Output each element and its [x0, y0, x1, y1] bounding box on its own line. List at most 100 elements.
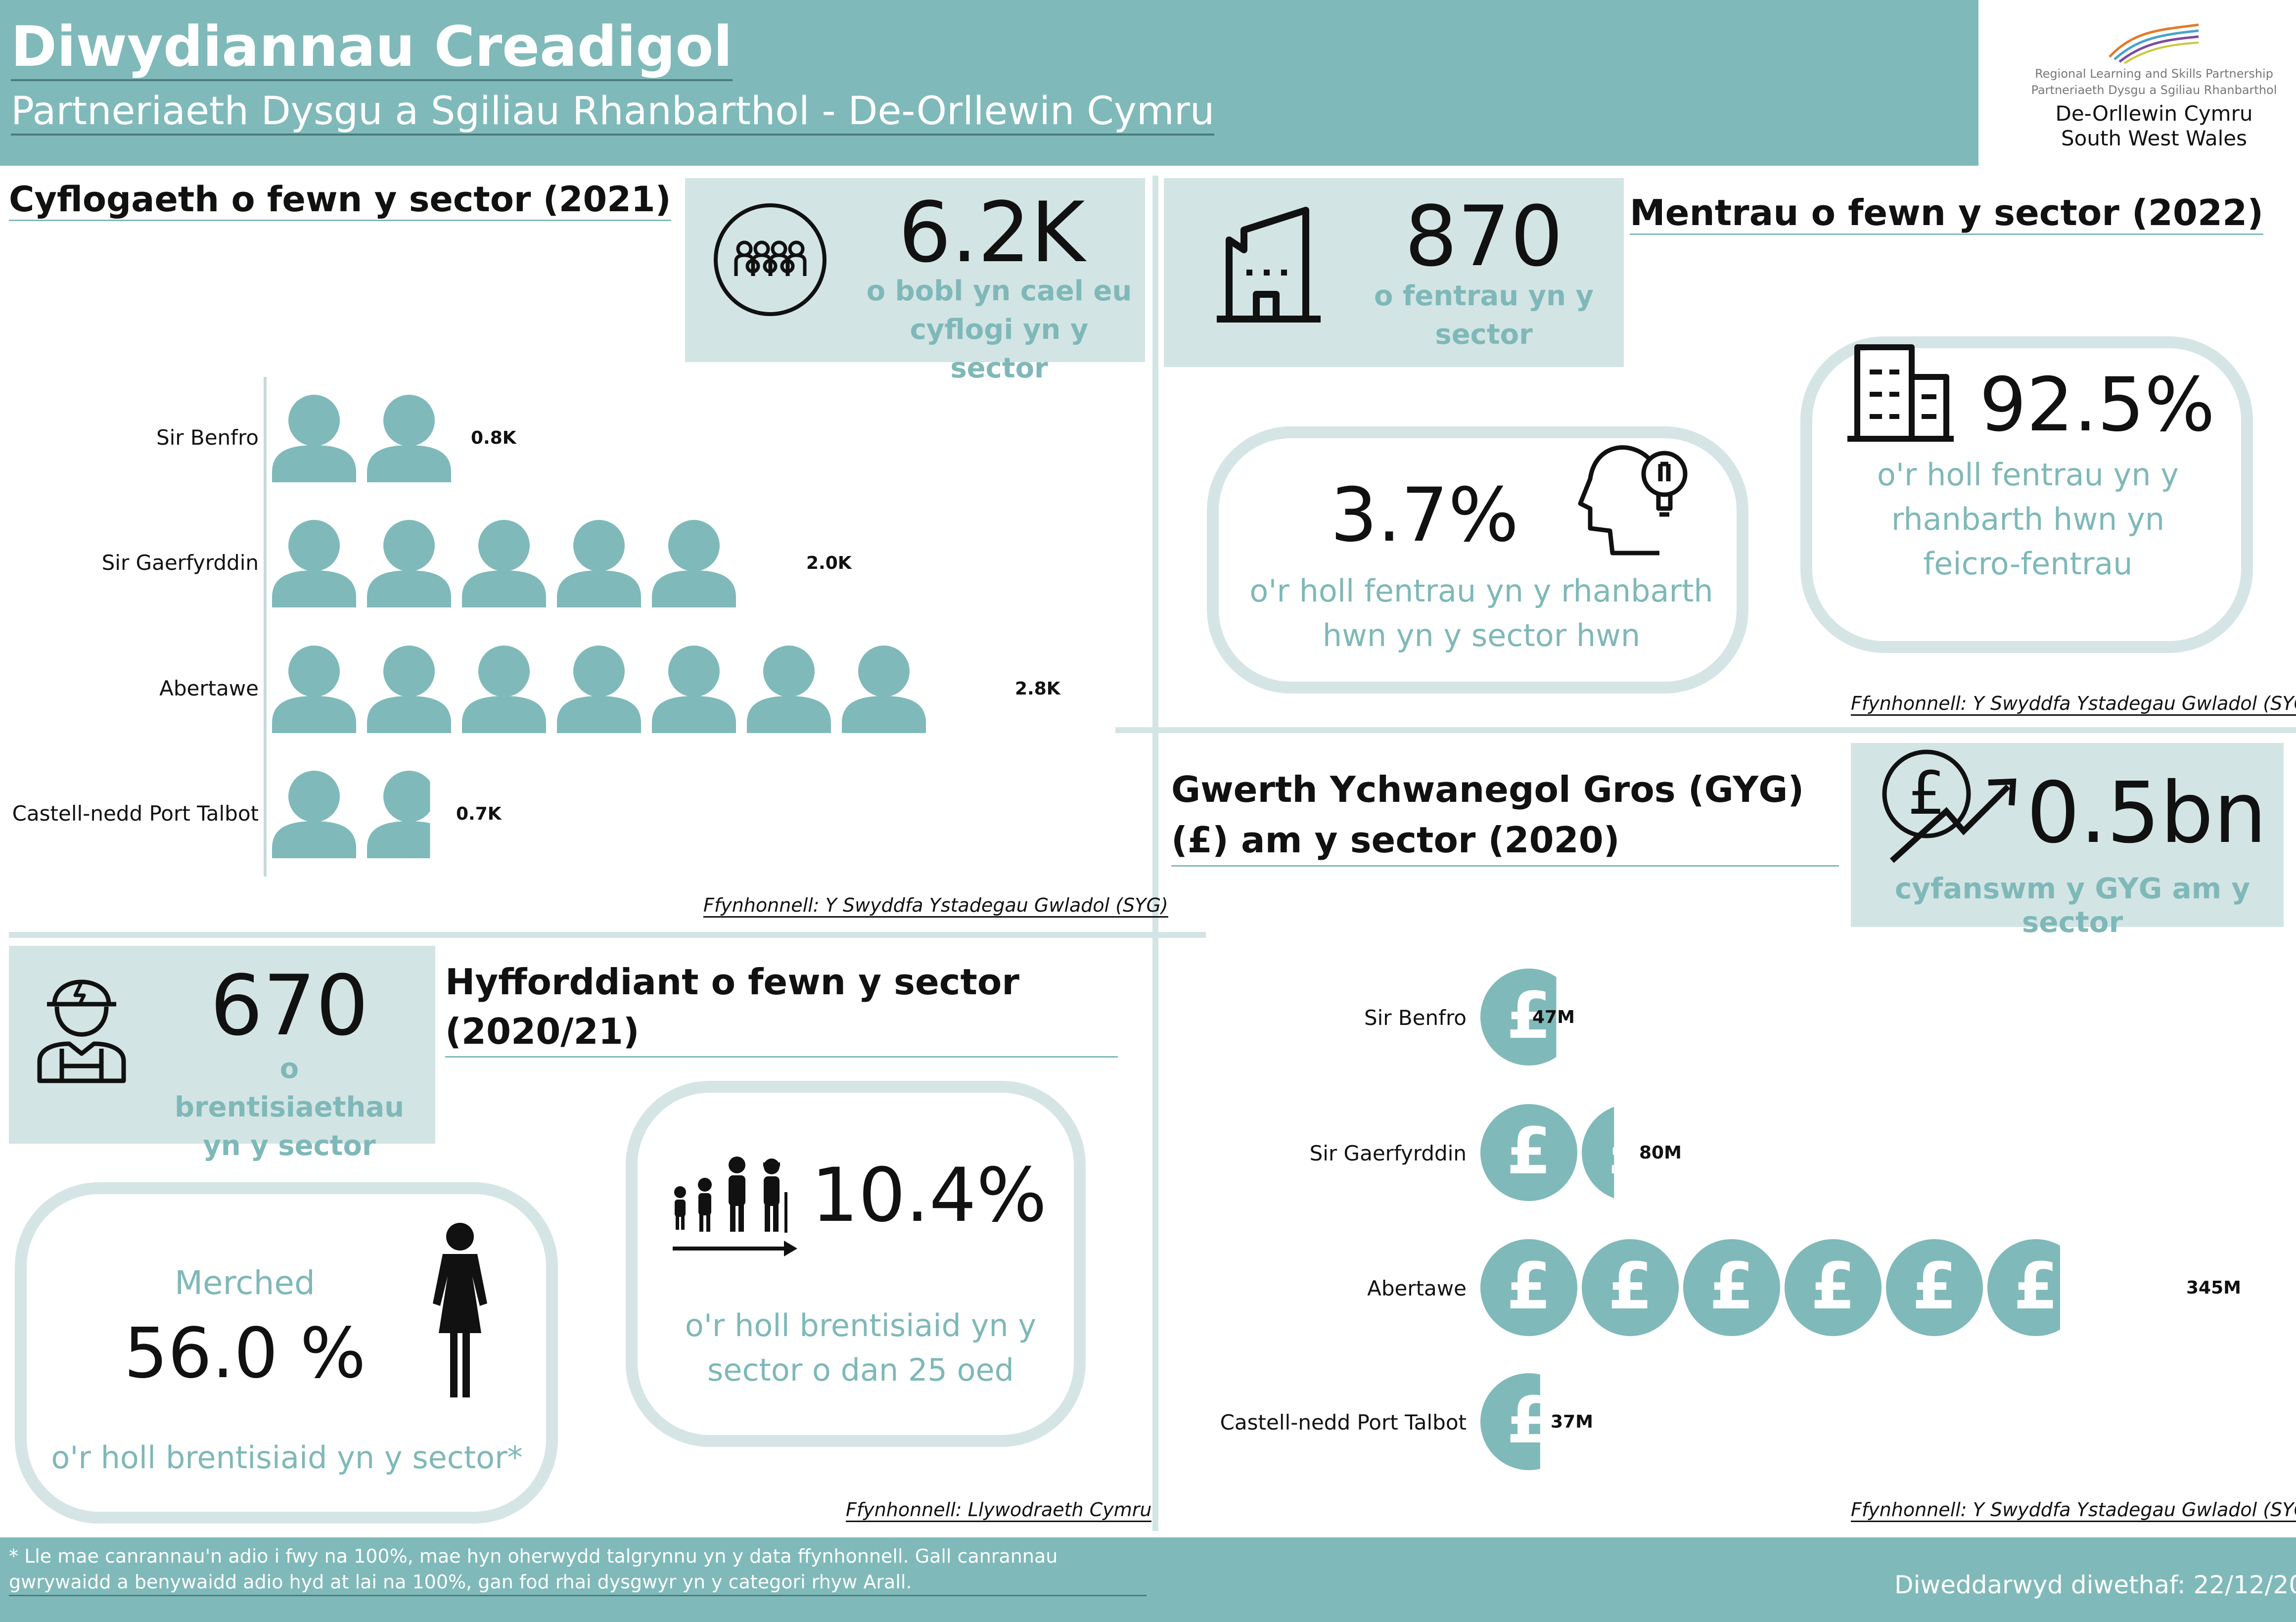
- person-icon: [272, 769, 356, 860]
- enterprises-kpi-card: [1164, 178, 1624, 367]
- logo-line4: South West Wales: [2061, 126, 2247, 150]
- enterprises-source: Ffynhonnell: Y Swyddfa Ystadegau Gwladol…: [1851, 693, 2296, 716]
- pound-coin-icon: £: [1886, 1239, 1983, 1338]
- svg-text:£: £: [1507, 1383, 1551, 1458]
- person-icon: [652, 644, 736, 735]
- age-progression-icon: [673, 1157, 797, 1256]
- training-kpi-value: 670: [210, 957, 369, 1054]
- gva-source: Ffynhonnell: Y Swyddfa Ystadegau Gwladol…: [1851, 1499, 2296, 1522]
- pound-coin-icon: £: [1480, 969, 1577, 1067]
- chart-value-label: 80M: [1639, 1143, 1682, 1163]
- enterprises-title: Mentrau o fewn y sector (2022): [1630, 192, 2264, 235]
- person-icon: [367, 644, 451, 735]
- employment-chart-axis: [264, 377, 267, 877]
- training-title: Hyfforddiant o fewn y sector (2020/21): [445, 957, 1118, 1058]
- logo-line3: De-Orllewin Cymru: [2055, 101, 2253, 126]
- employment-title: Cyflogaeth o fewn y sector (2021): [9, 179, 671, 221]
- employment-kpi-card: [685, 178, 1145, 362]
- divider-horizontal-left: [9, 932, 1206, 938]
- gva-title: Gwerth Ychwanegol Gros (GYG) (£) am y se…: [1171, 764, 1839, 867]
- header-banner: [0, 0, 1978, 166]
- chart-category-label: Abertawe: [1367, 1276, 1467, 1300]
- svg-text:£: £: [1709, 1249, 1754, 1324]
- person-icon: [747, 644, 831, 735]
- pound-coin-icon: £: [1582, 1104, 1679, 1203]
- pound-coin-icon: £: [1480, 1239, 1577, 1338]
- office-buildings-icon: [1847, 344, 1954, 442]
- svg-text:£: £: [1608, 1249, 1653, 1324]
- svg-text:£: £: [1507, 978, 1551, 1053]
- pound-coin-icon: £: [1480, 1373, 1577, 1472]
- chart-value-label: 2.0K: [806, 553, 852, 573]
- women-desc: o'r holl brentisiaid yn y sector*: [51, 1439, 523, 1476]
- page-title: Diwydiannau Creadigol: [11, 15, 733, 81]
- pound-coin-icon: £: [1480, 1104, 1577, 1203]
- divider-vertical-top: [1152, 176, 1158, 932]
- person-icon: [272, 644, 356, 735]
- person-icon: [557, 518, 641, 609]
- person-icon: [462, 518, 546, 609]
- women-label: Merched: [175, 1264, 315, 1302]
- logo-line2: Partneriaeth Dysgu a Sgiliau Rhanbarthol: [2031, 83, 2277, 97]
- divider-horizontal-right: [1115, 727, 2296, 733]
- under25-card: [626, 1081, 1086, 1447]
- people-group-icon: [714, 203, 827, 316]
- chart-value-label: 47M: [1532, 1007, 1575, 1027]
- chart-category-label: Sir Benfro: [1364, 1006, 1467, 1030]
- person-icon: [462, 644, 546, 735]
- pound-coin-icon: £: [1785, 1239, 1882, 1338]
- last-updated: Diweddarwyd diwethaf: 22/12/2022: [1894, 1571, 2296, 1599]
- logo: Regional Learning and Skills Partnership…: [2020, 20, 2288, 158]
- chart-value-label: 345M: [2186, 1278, 2241, 1298]
- micro-share-desc: o'r holl fentrau yn y rhanbarth hwn yn f…: [1877, 457, 2179, 582]
- micro-share-value: 92.5%: [1979, 362, 2215, 448]
- person-icon: [272, 518, 356, 609]
- micro-share-card: [1800, 336, 2253, 653]
- person-icon: [367, 518, 451, 609]
- chart-category-label: Castell-nedd Port Talbot: [12, 801, 259, 826]
- building-icon: [1217, 207, 1321, 323]
- person-icon: [652, 518, 736, 609]
- employment-kpi-value: 6.2K: [898, 184, 1085, 281]
- svg-text:£: £: [1811, 1249, 1855, 1324]
- person-icon: [272, 393, 356, 484]
- head-lightbulb-icon: [1578, 445, 1688, 556]
- enterprises-kpi-desc: o fentrau yn y sector: [1374, 280, 1594, 351]
- enterprises-kpi-value: 870: [1404, 188, 1563, 285]
- divider-vertical-bottom: [1152, 937, 1158, 1531]
- training-kpi-card: [9, 946, 435, 1144]
- person-icon: [842, 644, 926, 735]
- person-icon: [367, 769, 451, 860]
- svg-text:£: £: [1912, 1249, 1957, 1324]
- chart-category-label: Sir Gaerfyrddin: [101, 551, 259, 575]
- training-source: Ffynhonnell: Llywodraeth Cymru: [846, 1499, 1152, 1522]
- svg-text:£: £: [1507, 1113, 1551, 1189]
- chart-category-label: Castell-nedd Port Talbot: [1220, 1410, 1467, 1435]
- footer-note: * Lle mae canrannau'n adio i fwy na 100%…: [9, 1543, 1147, 1596]
- chart-value-label: 2.8K: [1015, 679, 1060, 699]
- women-value: 56.0 %: [124, 1313, 366, 1394]
- svg-text:£: £: [1507, 1249, 1551, 1324]
- employment-kpi-desc: o bobl yn cael eu cyflogi yn y sector: [866, 275, 1132, 384]
- region-share-desc: o'r holl fentrau yn y rhanbarth hwn yn y…: [1249, 573, 1713, 653]
- svg-text:£: £: [1608, 1113, 1653, 1189]
- pound-coin-icon: £: [1582, 1239, 1679, 1338]
- region-share-value: 3.7%: [1330, 472, 1519, 558]
- chart-value-label: 0.8K: [471, 428, 516, 448]
- pound-growth-icon: £: [1882, 749, 2017, 863]
- pound-coin-icon: £: [1987, 1239, 2084, 1338]
- logo-line1: Regional Learning and Skills Partnership: [2035, 67, 2273, 81]
- chart-category-label: Abertawe: [159, 676, 259, 700]
- page-subtitle: Partneriaeth Dysgu a Sgiliau Rhanbarthol…: [11, 89, 1215, 136]
- gva-kpi-value: 0.5bn: [2026, 764, 2267, 862]
- chart-value-label: 37M: [1551, 1412, 1593, 1432]
- under25-value: 10.4%: [811, 1153, 1047, 1239]
- chart-category-label: Sir Benfro: [156, 425, 259, 450]
- apprentice-worker-icon: [37, 979, 126, 1083]
- employment-source: Ffynhonnell: Y Swyddfa Ystadegau Gwladol…: [703, 894, 1168, 918]
- under25-desc: o'r holl brentisiaid yn y sector o dan 2…: [685, 1307, 1037, 1388]
- training-kpi-desc: o brentisiaethau yn y sector: [174, 1053, 405, 1162]
- female-figure-icon: [433, 1223, 487, 1397]
- footer-banner: [0, 1537, 2296, 1622]
- person-icon: [557, 644, 641, 735]
